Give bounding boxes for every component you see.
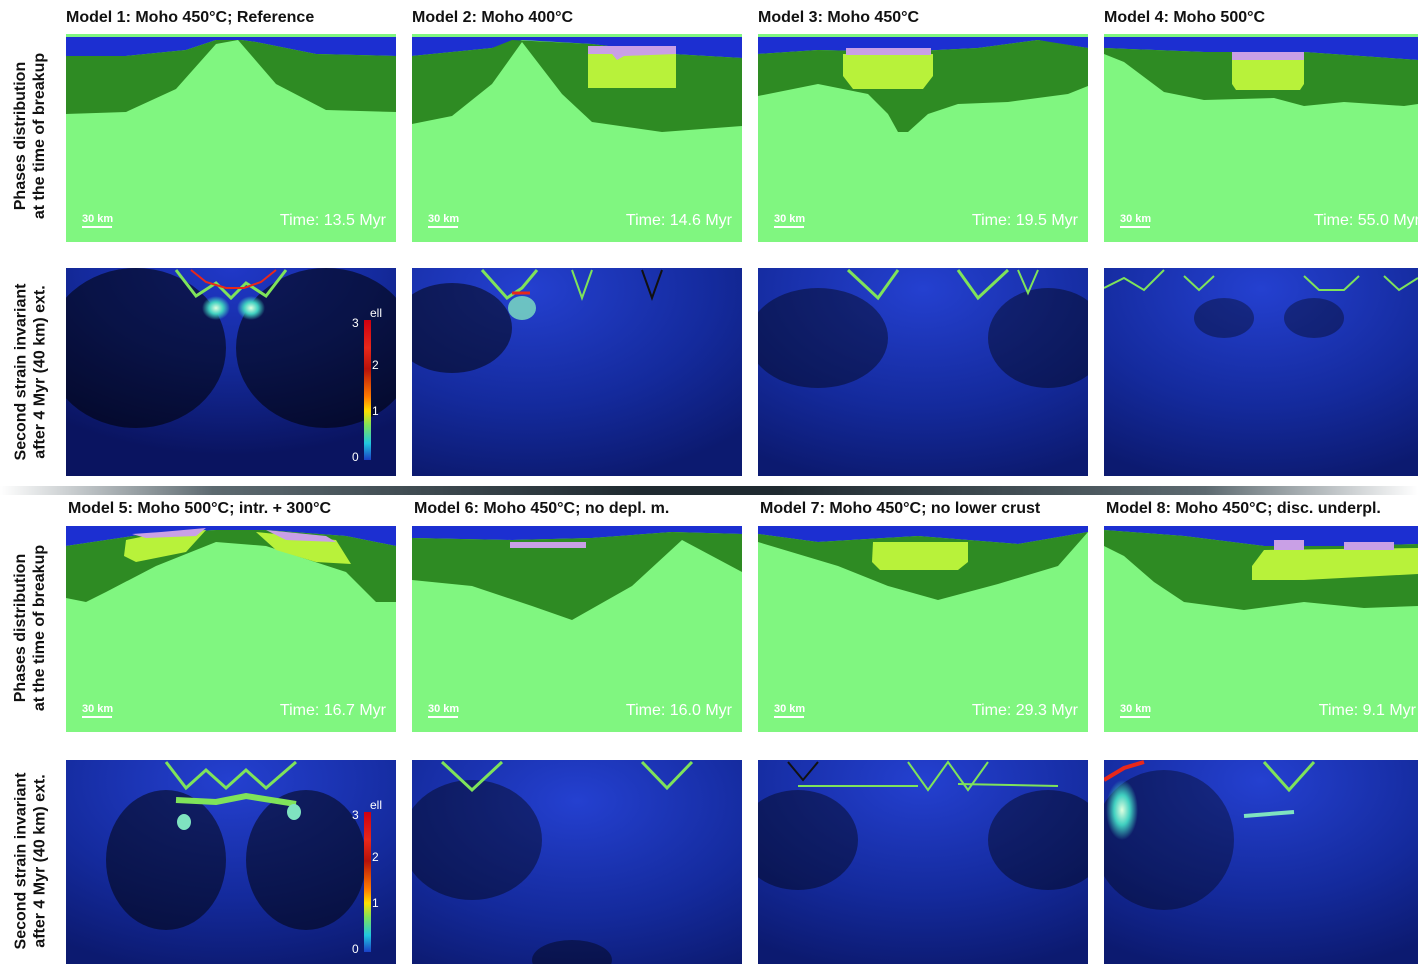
row-label-phases-top: Phases distribution at the time of breaku… (12, 52, 48, 220)
time-label: Time: 19.5 Myr (971, 212, 1078, 229)
scale-bar: 30 km (428, 213, 459, 228)
scale-bar: 30 km (774, 703, 805, 718)
model-1-strain-panel: ell 3 2 1 0 (66, 268, 396, 476)
model-5-phases-panel: 30 km Time: 16.7 Myr (66, 526, 396, 732)
model-7-phases-panel: 30 km Time: 29.3 Myr (758, 526, 1088, 732)
model-8-phases-panel: 30 km Time: 9.1 Myr (1104, 526, 1418, 732)
model-1-title: Model 1: Moho 450°C; Reference (66, 9, 315, 26)
time-label: Time: 16.7 Myr (279, 702, 386, 719)
model-7-strain-panel (758, 760, 1088, 964)
scale-bar: 30 km (82, 213, 113, 228)
model-2-strain-panel (412, 268, 742, 476)
model-3-phases-panel: 30 km Time: 19.5 Myr (758, 34, 1088, 242)
model-4-title: Model 4: Moho 500°C (1104, 9, 1266, 26)
scale-bar: 30 km (428, 703, 459, 718)
model-4-phases-panel: 30 km Time: 55.0 Myr (1104, 34, 1418, 242)
model-2-phases-panel: 30 km Time: 14.6 Myr (412, 34, 742, 242)
scale-bar: 30 km (774, 213, 805, 228)
model-5-strain-panel: ell 3 2 1 0 (66, 760, 396, 964)
strain-colorbar: ell 3 2 1 0 (352, 798, 383, 956)
model-4-strain-panel (1104, 268, 1418, 476)
model-8-strain-panel (1104, 760, 1418, 964)
model-3-strain-panel (758, 268, 1088, 476)
row-label-strain-bottom: Second strain invariant after 4 Myr (40 k… (12, 772, 48, 950)
model-1-phases-panel: 30 km Time: 13.5 Myr (66, 34, 396, 242)
model-8-title: Model 8: Moho 450°C; disc. underpl. (1106, 500, 1381, 517)
scale-bar: 30 km (1120, 213, 1151, 228)
scale-bar: 30 km (82, 703, 113, 718)
model-6-strain-panel (412, 760, 742, 964)
row-label-phases-bottom: Phases distribution at the time of breaku… (12, 544, 48, 712)
time-label: Time: 9.1 Myr (1318, 702, 1416, 719)
model-5-title: Model 5: Moho 500°C; intr. + 300°C (68, 500, 332, 517)
model-3-title: Model 3: Moho 450°C (758, 9, 920, 26)
strain-colorbar: ell 3 2 1 0 (352, 306, 383, 464)
row-label-strain-top: Second strain invariant after 4 Myr (40 k… (12, 283, 48, 461)
model-6-title: Model 6: Moho 450°C; no depl. m. (414, 500, 670, 517)
time-label: Time: 55.0 Myr (1313, 212, 1418, 229)
section-separator (0, 486, 1418, 495)
model-7-title: Model 7: Moho 450°C; no lower crust (760, 500, 1041, 517)
scale-bar: 30 km (1120, 703, 1151, 718)
time-label: Time: 29.3 Myr (971, 702, 1078, 719)
time-label: Time: 16.0 Myr (625, 702, 732, 719)
time-label: Time: 13.5 Myr (279, 212, 386, 229)
model-6-phases-panel: 30 km Time: 16.0 Myr (412, 526, 742, 732)
model-2-title: Model 2: Moho 400°C (412, 9, 574, 26)
time-label: Time: 14.6 Myr (625, 212, 732, 229)
